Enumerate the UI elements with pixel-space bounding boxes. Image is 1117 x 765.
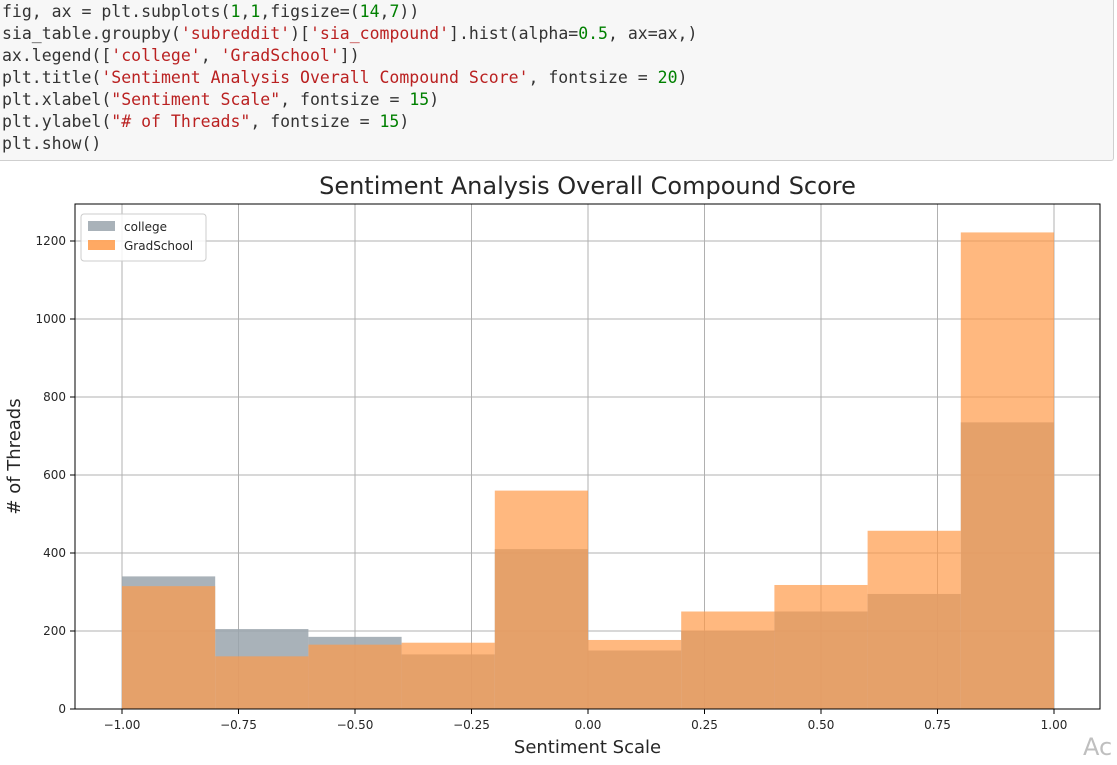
legend-swatch-gradschool	[88, 240, 115, 250]
code-token: fig, ax = plt.subplots(	[2, 2, 231, 21]
code-line: plt.title('Sentiment Analysis Overall Co…	[2, 67, 687, 89]
code-string-token: 'subreddit'	[180, 24, 291, 43]
code-token: , fontsize =	[528, 68, 658, 87]
code-number-token: 15	[379, 112, 400, 131]
code-token: , fontsize =	[250, 112, 380, 131]
code-number-token: 0.5	[578, 24, 608, 43]
histogram-chart: −1.00 −0.75 −0.50 −0.25 0.00 0.25 0.50 0.75 1.00…	[0, 170, 1117, 765]
code-token: ,figsize=(	[260, 2, 360, 21]
y-axis-label: # of Threads	[4, 398, 25, 514]
x-tick-label: −0.25	[453, 718, 490, 732]
code-token: ,	[240, 2, 251, 21]
x-tick-label: 0.75	[924, 718, 951, 732]
code-token: ax.legend([	[2, 46, 112, 65]
code-line: plt.show()	[2, 133, 101, 155]
activation-watermark-text: Ac	[1083, 733, 1113, 761]
code-line: plt.ylabel("# of Threads", fontsize = 15…	[2, 111, 409, 133]
code-line: plt.xlabel("Sentiment Scale", fontsize =…	[2, 89, 439, 111]
y-tick-label: 0	[58, 702, 66, 716]
code-number-token: 15	[409, 90, 430, 109]
code-token: ].hist(alpha=	[449, 24, 579, 43]
chart-title: Sentiment Analysis Overall Compound Scor…	[319, 172, 856, 200]
gradschool-bar	[215, 656, 309, 709]
code-token: plt.show()	[2, 134, 102, 153]
code-string-token: 'Sentiment Analysis Overall Compound Sco…	[101, 68, 529, 87]
x-tick-label: −1.00	[104, 718, 141, 732]
code-token: ))	[399, 2, 420, 21]
code-token: plt.ylabel(	[2, 112, 112, 131]
code-token: ,	[379, 2, 390, 21]
code-string-token: 'GradSchool'	[220, 46, 340, 65]
y-tick-label: 1200	[35, 234, 66, 248]
axis-ticks: −1.00 −0.75 −0.50 −0.25 0.00 0.25 0.50 0.75 1.00…	[35, 234, 1067, 732]
y-tick-label: 800	[43, 390, 66, 404]
code-number-token: 14	[359, 2, 380, 21]
code-number-token: 1	[230, 2, 241, 21]
histogram-bars	[122, 232, 1054, 710]
legend-label-gradschool: GradSchool	[124, 239, 193, 253]
code-number-token: 1	[250, 2, 261, 21]
code-line: fig, ax = plt.subplots(1,1,figsize=(14,7…	[2, 1, 419, 23]
gradschool-bar	[494, 490, 588, 709]
code-string-token: "Sentiment Scale"	[111, 90, 281, 109]
x-axis-label: Sentiment Scale	[514, 737, 661, 758]
gradschool-bar	[681, 611, 775, 709]
code-token: plt.xlabel(	[2, 90, 112, 109]
gradschool-bar	[122, 586, 216, 709]
code-string-token: 'college'	[111, 46, 201, 65]
legend-label-college: college	[124, 220, 167, 234]
x-tick-label: 1.00	[1041, 718, 1068, 732]
code-token: )	[677, 68, 688, 87]
legend-swatch-college	[88, 221, 115, 231]
x-tick-label: 0.00	[575, 718, 602, 732]
gradschool-bar	[308, 644, 402, 709]
gradschool-bar	[774, 584, 868, 709]
code-number-token: 7	[389, 2, 400, 21]
code-token: , ax=ax,)	[608, 24, 698, 43]
y-tick-label: 400	[43, 546, 66, 560]
code-string-token: 'sia_compound'	[309, 24, 450, 43]
code-string-token: "# of Threads"	[111, 112, 251, 131]
code-token: )	[399, 112, 410, 131]
code-line: sia_table.groupby('subreddit')['sia_comp…	[2, 23, 697, 45]
code-token: ])	[339, 46, 360, 65]
y-tick-label: 600	[43, 468, 66, 482]
code-token: plt.title(	[2, 68, 102, 87]
x-tick-label: −0.75	[220, 718, 257, 732]
chart-legend: college GradSchool	[80, 213, 207, 262]
gradschool-bar	[960, 232, 1054, 710]
y-tick-label: 1000	[35, 312, 66, 326]
x-tick-label: 0.25	[691, 718, 718, 732]
code-token: )[	[290, 24, 310, 43]
code-cell[interactable]: fig, ax = plt.subplots(1,1,figsize=(14,7…	[0, 0, 1114, 161]
histogram-svg: −1.00 −0.75 −0.50 −0.25 0.00 0.25 0.50 0.75 1.00…	[4, 172, 1101, 758]
gradschool-bar	[401, 642, 495, 709]
code-token: sia_table.groupby(	[2, 24, 181, 43]
code-token: , fontsize =	[280, 90, 410, 109]
x-tick-label: −0.50	[337, 718, 374, 732]
y-tick-label: 200	[43, 624, 66, 638]
code-token: )	[429, 90, 440, 109]
code-number-token: 20	[657, 68, 678, 87]
code-token: ,	[200, 46, 221, 65]
gradschool-bar	[867, 530, 961, 709]
gradschool-bar	[588, 639, 682, 709]
x-tick-label: 0.50	[808, 718, 835, 732]
code-line: ax.legend(['college', 'GradSchool'])	[2, 45, 360, 67]
